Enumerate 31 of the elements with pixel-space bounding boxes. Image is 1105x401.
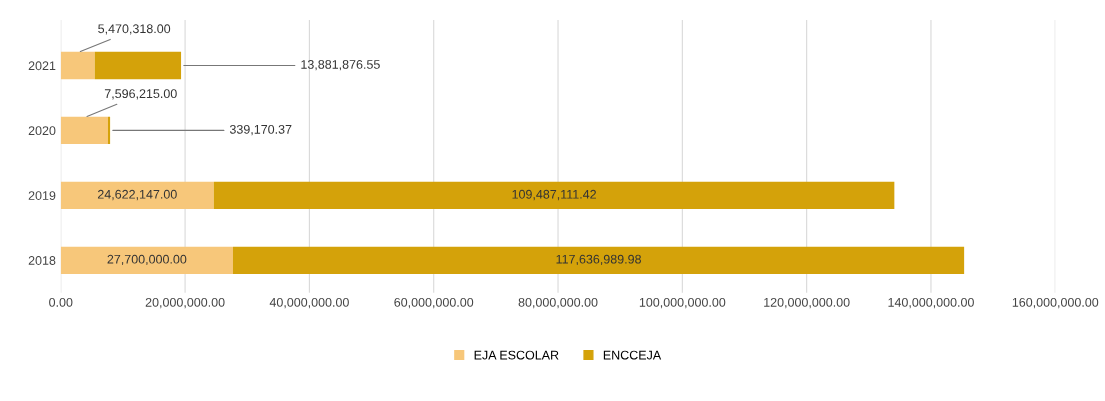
x-tick-label: 100,000,000.00 (639, 297, 726, 309)
data-label: 7,596,215.00 (104, 89, 177, 100)
legend-label: ENCCEJA (603, 350, 662, 360)
data-label: 117,636,989.98 (556, 254, 641, 266)
y-tick-label: 2021 (28, 61, 56, 71)
bar (94, 51, 182, 80)
x-tick-label: 40,000,000.00 (269, 297, 349, 309)
data-label: 5,470,318.00 (98, 24, 171, 35)
x-tick-label: 80,000,000.00 (518, 297, 598, 309)
data-label: 109,487,111.42 (512, 189, 596, 201)
bar (107, 116, 111, 145)
bar (60, 51, 95, 80)
x-tick-label: 0.00 (49, 297, 73, 307)
x-tick-label: 160,000,000.00 (1012, 297, 1099, 309)
x-tick-label: 60,000,000.00 (394, 297, 474, 309)
y-tick-label: 2018 (28, 256, 56, 265)
bar (232, 246, 965, 274)
x-tick-label: 140,000,000.00 (888, 297, 974, 309)
y-tick-label: 2020 (28, 126, 56, 136)
data-label: 24,622,147.00 (97, 189, 177, 201)
data-label: 27,700,000.00 (107, 254, 187, 266)
x-tick-label: 20,000,000.00 (145, 297, 225, 309)
y-tick-label: 2019 (28, 191, 56, 200)
data-label: 13,881,876.55 (301, 60, 380, 71)
x-tick-label: 120,000,000.00 (764, 297, 850, 309)
bar (60, 246, 233, 274)
bar (60, 116, 108, 145)
legend-label: EJA ESCOLAR (474, 350, 559, 360)
data-label: 339,170.37 (229, 124, 292, 136)
bar (60, 181, 214, 209)
bar (213, 181, 895, 209)
